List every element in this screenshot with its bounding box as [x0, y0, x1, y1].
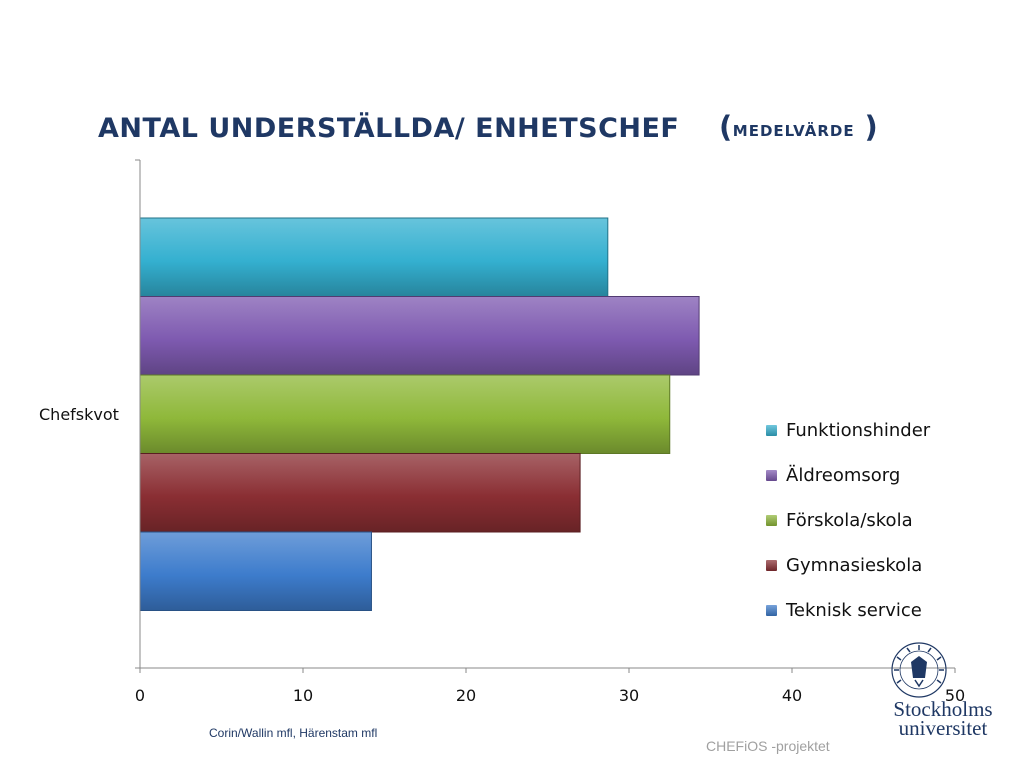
x-tick-label: 30 [619, 686, 639, 705]
tick-labels-layer: 0 10 20 30 40 50 [135, 668, 965, 705]
bar-förskola-skola [139, 374, 671, 454]
axes-layer [135, 159, 955, 669]
x-tick-label: 20 [456, 686, 476, 705]
x-tick-label: 0 [135, 686, 145, 705]
legend-swatch [766, 425, 777, 436]
title-subtitle: MEDELVÄRDE [732, 122, 855, 140]
bar-äldreomsorg [139, 296, 700, 376]
legend-item: Äldreomsorg [766, 453, 930, 498]
chart-title: ANTAL UNDERSTÄLLDA/ ENHETSCHEF (MEDELVÄR… [98, 110, 878, 144]
legend-label: Gymnasieskola [786, 555, 923, 576]
bar-gymnasieskola [139, 453, 581, 533]
university-seal-icon [891, 642, 947, 698]
legend-swatch [766, 560, 777, 571]
bars-layer [139, 217, 700, 611]
legend-swatch [766, 515, 777, 526]
title-close-paren: ) [864, 110, 879, 144]
legend-label: Förskola/skola [786, 510, 913, 531]
category-label: Chefskvot [39, 405, 119, 424]
chart-legend: Funktionshinder Äldreomsorg Förskola/skola… [766, 408, 930, 633]
university-logo: Stockholms universitet [880, 640, 1020, 750]
x-tick-label: 50 [945, 686, 965, 705]
source-note: Corin/Wallin mfl, Härenstam mfl [209, 726, 378, 740]
legend-swatch [766, 605, 777, 616]
legend-item: Förskola/skola [766, 498, 930, 543]
legend-label: Äldreomsorg [786, 465, 901, 486]
legend-label: Teknisk service [786, 600, 922, 621]
legend-item: Teknisk service [766, 588, 930, 633]
legend-label: Funktionshinder [786, 420, 931, 441]
university-name-line2: universitet [898, 716, 988, 740]
legend-swatch [766, 470, 777, 481]
x-tick-label: 10 [293, 686, 313, 705]
university-name-line1: Stockholms [893, 697, 993, 721]
project-name: CHEFiOS -projektet [706, 738, 830, 754]
bar-teknisk-service [139, 531, 372, 611]
bar-funktionshinder [139, 217, 609, 297]
x-tick-label: 40 [782, 686, 802, 705]
legend-item: Funktionshinder [766, 408, 930, 453]
title-open-paren: ( [719, 110, 733, 144]
title-main: ANTAL UNDERSTÄLLDA/ ENHETSCHEF [98, 113, 680, 144]
legend-item: Gymnasieskola [766, 543, 930, 588]
university-name: Stockholms universitet [880, 697, 1006, 740]
